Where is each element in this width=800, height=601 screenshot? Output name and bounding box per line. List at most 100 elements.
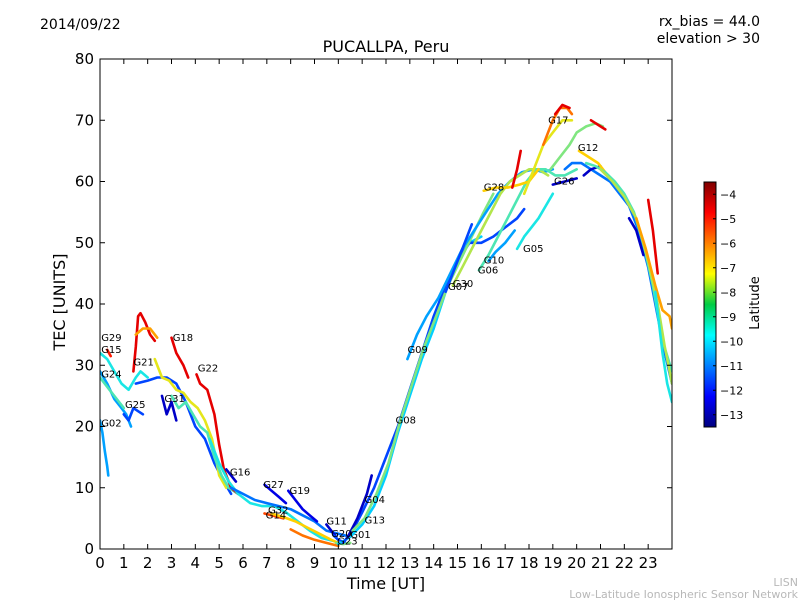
tec-series-12 [170,336,190,379]
credit-short: LISN [773,576,798,589]
tec-series-17 [263,483,288,505]
satellite-label-g18: G18 [173,333,193,344]
tec-series-50 [646,198,660,275]
colorbar-label: Latitude [748,276,763,330]
tec-series-39 [553,103,571,116]
x-tick-label: 1 [119,554,129,572]
tec-series-11 [170,394,240,496]
satellite-label-g27: G27 [263,480,283,491]
satellite-label-g29: G29 [101,333,121,344]
y-tick-label: 60 [75,173,94,191]
x-tick-label: 12 [376,554,395,572]
tec-series-21 [289,528,340,548]
satellite-label-g11: G11 [326,517,346,528]
y-tick-label: 80 [75,50,94,68]
tec-series-7 [122,406,145,422]
tec-series-26 [341,207,526,545]
colorbar-tick-label: −4 [720,188,736,201]
satellite-label-g04: G04 [365,495,385,506]
satellite-label-g28: G28 [484,183,504,194]
tec-series-33 [487,229,517,263]
satellite-label-g15: G15 [101,345,121,356]
satellite-label-g17: G17 [548,115,568,126]
tec-series-6 [134,327,159,340]
x-tick-label: 17 [496,554,515,572]
y-axis-label: TEC [UNITS] [50,253,69,351]
colorbar-tick-label: −12 [720,384,743,397]
satellite-label-g20: G20 [331,529,351,540]
x-tick-label: 15 [448,554,467,572]
axis-layer: 0 1 2 3 4 5 6 7 8 9 10 11 12 13 14 15 16 17 18 19 20 21 22 2301… [75,50,672,572]
tec-series-51 [653,290,672,404]
x-tick-label: 20 [567,554,586,572]
satellite-label-g02: G02 [101,419,121,430]
x-tick-label: 21 [591,554,610,572]
satellite-label-g09: G09 [407,345,427,356]
satellite-label-g25: G25 [125,400,145,411]
tec-series-30 [444,223,474,294]
credit-long: Low-Latitude Ionospheric Sensor Network [569,588,798,601]
date-label: 2014/09/22 [40,17,121,33]
tec-series-45 [577,149,607,174]
x-tick-label: 13 [400,554,419,572]
x-tick-label: 14 [424,554,443,572]
y-tick-label: 40 [75,295,94,313]
satellite-label-g13: G13 [365,515,385,526]
satellite-label-g26: G26 [554,177,574,188]
satellite-label-g32: G32 [268,505,288,516]
x-tick-label: 19 [543,554,562,572]
y-tick-label: 10 [75,479,94,497]
tec-series-37 [522,119,574,196]
y-tick-label: 20 [75,418,94,436]
chart-title: PUCALLPA, Peru [322,37,450,56]
tec-series-20 [270,512,340,545]
receiver-info: rx_bias = 44.0 elevation > 30 [657,14,760,48]
satellite-label-g10: G10 [484,256,504,267]
colorbar-tick-label: −11 [720,360,743,373]
colorbar-ticks: −4 −5 −6 −7 −8 −9 −10 −11 −12 −13 [713,188,743,422]
satellite-label-g01: G01 [350,530,370,541]
tec-series-28 [351,192,495,532]
tec-series-4 [105,348,112,358]
satellite-label-g06: G06 [478,265,498,276]
tec-series-48 [627,217,645,257]
satellite-label-g24: G24 [101,370,121,381]
satellite-label-g23: G23 [337,537,357,548]
tec-series-31 [451,168,550,287]
x-tick-label: 22 [615,554,634,572]
tec-series-9 [160,394,178,422]
tec-series-5 [132,311,157,373]
tec-series-2 [100,376,126,410]
x-tick-label: 23 [639,554,658,572]
tec-series-42 [563,161,672,385]
satellite-label-g07: G07 [448,282,468,293]
colorbar-tick-label: −8 [720,286,736,299]
x-tick-label: 0 [95,554,105,572]
y-tick-label: 30 [75,356,94,374]
colorbar-tick-label: −5 [720,213,736,226]
x-tick-label: 3 [167,554,177,572]
x-tick-label: 18 [519,554,538,572]
tec-series-27 [346,474,374,539]
tec-series-43 [551,177,579,186]
satellite-label-g19: G19 [289,486,309,497]
satellite-label-g22: G22 [198,363,218,374]
satellite-label-g08: G08 [396,415,416,426]
x-tick-label: 2 [143,554,153,572]
satellite-label-g21: G21 [133,357,153,368]
tec-series-46 [584,161,672,373]
satellite-label-g12: G12 [578,143,598,154]
y-tick-label: 0 [84,540,94,558]
y-tick-label: 70 [75,111,94,129]
satellite-label-g30: G30 [453,279,473,290]
x-tick-label: 16 [472,554,491,572]
satellite-label-layer: G29G15G24G02G25G21G18G31G22G16G27G19G32G… [101,115,598,547]
tec-series-0 [100,351,149,392]
x-tick-label: 11 [353,554,372,572]
tec-series-49 [634,217,672,330]
tec-series-14 [208,437,335,543]
tec-series-3 [100,419,110,477]
colorbar-tick-label: −9 [720,311,736,324]
rx-bias-label: rx_bias = 44.0 [658,14,760,30]
